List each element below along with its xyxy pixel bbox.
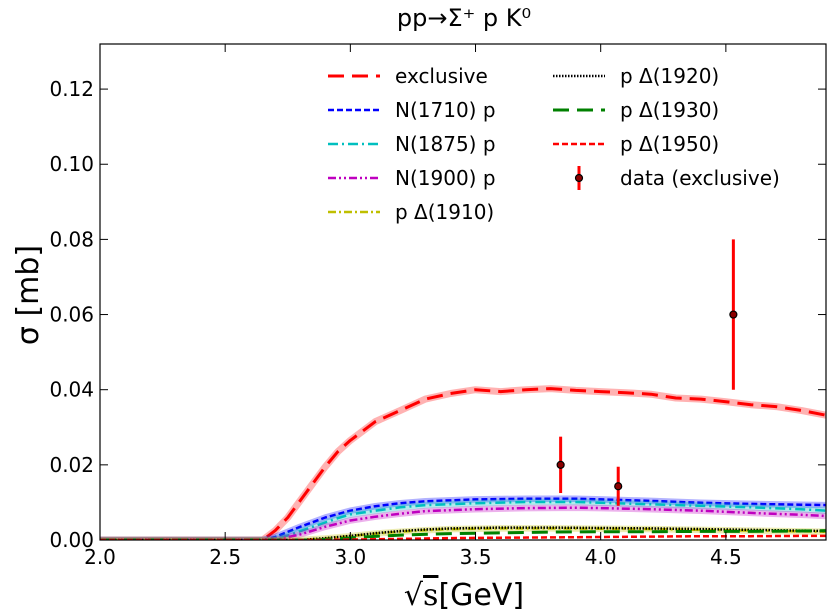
y-tick-label: 0.10 [49, 152, 94, 176]
legend-label: N(1900) p [395, 166, 496, 190]
sqrt-symbol: √ [404, 578, 424, 613]
legend-label: p Δ(1910) [395, 200, 494, 224]
x-tick-label: 2.0 [84, 545, 116, 569]
legend-label: p Δ(1920) [620, 64, 719, 88]
series-line-exclusive [100, 387, 826, 540]
legend-item-p-1920: p Δ(1920) [553, 64, 719, 88]
legend-label: p Δ(1930) [620, 98, 719, 122]
series-line-n-1875-p [100, 500, 826, 540]
legend-label: N(1710) p [395, 98, 496, 122]
legend-label: exclusive [395, 64, 488, 88]
x-axis-label: √s[GeV] [404, 578, 524, 613]
legend-marker [574, 173, 584, 183]
series-line-p-1950 [100, 534, 826, 540]
legend-item-p-1930: p Δ(1930) [553, 98, 719, 122]
y-tick-label: 0.08 [49, 227, 94, 251]
x-tick-label: 3.5 [460, 545, 492, 569]
legend-item-exclusive: exclusive [328, 64, 488, 88]
legend-item-data-exclusive: data (exclusive) [574, 166, 780, 190]
legend-label: N(1875) p [395, 132, 496, 156]
legend-label: p Δ(1950) [620, 132, 719, 156]
series-line-p-1930 [100, 529, 826, 540]
data-marker [729, 310, 738, 319]
y-tick-label: 0.06 [49, 303, 94, 327]
y-tick-label: 0.04 [49, 378, 94, 402]
series-line-n-1710-p [100, 497, 826, 540]
x-tick-label: 3.0 [334, 545, 366, 569]
x-tick-label: 4.0 [585, 545, 617, 569]
series-line-p-1920 [100, 526, 826, 540]
data-point [556, 436, 565, 494]
plot-frame [99, 43, 827, 541]
legend-item-p-1910: p Δ(1910) [328, 200, 494, 224]
data-marker [614, 482, 623, 491]
y-tick-label: 0.02 [49, 453, 94, 477]
data-points-layer [556, 239, 738, 506]
y-tick-label: 0.00 [49, 528, 94, 552]
x-tick-label: 2.5 [209, 545, 241, 569]
y-tick-label: 0.12 [49, 77, 94, 101]
series-line-n-1900-p [100, 506, 826, 540]
y-axis: 0.00 0.02 0.04 0.06 0.08 0.10 0.12 [49, 77, 826, 552]
x-axis-unit: [GeV] [438, 578, 524, 613]
x-axis-variable: s [423, 578, 438, 613]
chart-title: pp→Σ⁺ p K⁰ [397, 4, 531, 32]
x-axis: 2.0 2.5 3.0 3.5 4.0 4.5 [84, 44, 742, 569]
legend-item-n-1710-p: N(1710) p [328, 98, 496, 122]
data-marker [556, 460, 565, 469]
series-band-exclusive [100, 385, 826, 540]
data-point [729, 239, 738, 390]
y-axis-label: σ [mb] [11, 245, 46, 345]
data-point [614, 466, 623, 506]
legend-item-n-1875-p: N(1875) p [328, 132, 496, 156]
legend: exclusive N(1710) p N(1875) p N(1900) p p Δ(… [328, 64, 780, 224]
legend-label: data (exclusive) [620, 166, 780, 190]
series-layer [100, 385, 826, 540]
x-tick-label: 4.5 [710, 545, 742, 569]
legend-item-p-1950: p Δ(1950) [553, 132, 719, 156]
legend-item-n-1900-p: N(1900) p [328, 166, 496, 190]
